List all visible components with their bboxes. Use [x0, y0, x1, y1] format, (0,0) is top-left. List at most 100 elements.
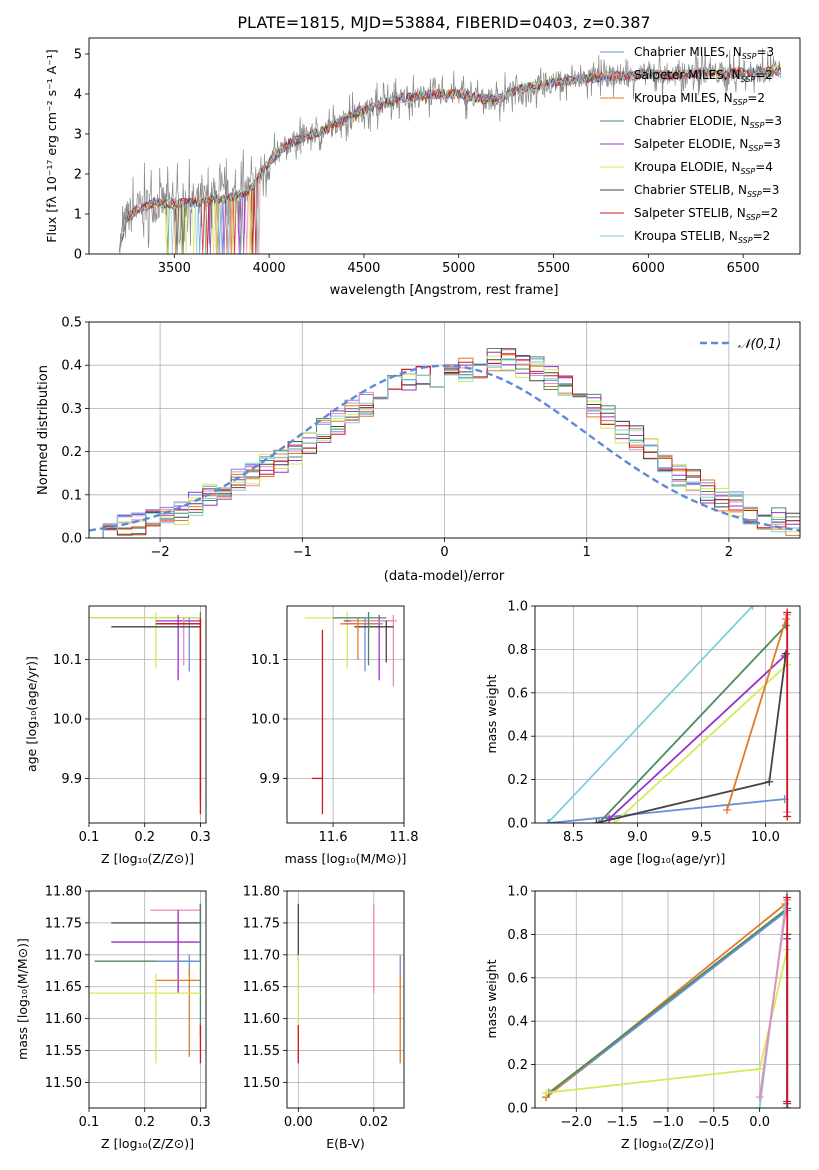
legend-entry: Kroupa MILES, NSSP=2 — [634, 91, 765, 107]
y-tick-label: 10.0 — [251, 712, 280, 727]
legend-entry: Salpeter MILES, NSSP=2 — [634, 68, 773, 84]
axes-frame — [534, 890, 801, 1109]
age-vs-mass-plot-area — [287, 606, 404, 823]
legend-model-name: Kroupa MILES, N — [634, 91, 733, 105]
spectrum-xlabel: wavelength [Angstrom, rest frame] — [330, 283, 559, 298]
legend-subscript: SSP — [750, 121, 765, 130]
legend-subscript: SSP — [746, 213, 761, 222]
massweight-vs-age-xlabel: age [log₁₀(age/yr)] — [610, 851, 726, 866]
model-spectrum-line — [118, 64, 782, 254]
x-tick-label: 5000 — [442, 261, 475, 276]
mass-weight-marker — [542, 1088, 551, 1097]
x-tick-label: 0.3 — [190, 830, 211, 845]
x-tick-label: 10.0 — [751, 830, 780, 845]
y-tick-label: 0.2 — [61, 445, 82, 460]
y-tick-label: 0.4 — [507, 730, 528, 745]
y-tick-label: 10.1 — [251, 653, 280, 668]
x-tick-label: 8.5 — [563, 830, 584, 845]
x-tick-label: 2 — [725, 545, 733, 560]
residuals-plot-area — [89, 322, 800, 538]
legend-entry: Chabrier MILES, NSSP=3 — [634, 45, 774, 61]
legend-entry: Chabrier STELIB, NSSP=3 — [634, 183, 779, 199]
age-vs-Z-group: 0.1 0.2 0.3 9.9 10.0 10.1 — [53, 605, 211, 845]
x-tick-label: 0.00 — [284, 1115, 313, 1130]
mass-weight-marker — [783, 812, 792, 821]
x-tick-label: −1.5 — [606, 1115, 638, 1130]
x-tick-label: 3500 — [158, 261, 191, 276]
residuals-ylabel: Normed distribution — [36, 365, 51, 495]
residuals-xlabel: (data-model)/error — [384, 569, 505, 584]
y-tick-label: 9.9 — [61, 772, 82, 787]
x-tick-label: −0.5 — [698, 1115, 730, 1130]
y-tick-label: 11.65 — [243, 980, 280, 995]
x-tick-label: 0.2 — [134, 830, 155, 845]
y-tick-label: 11.70 — [45, 948, 82, 963]
mass-weight-marker — [783, 608, 792, 617]
y-tick-label: 0.2 — [507, 773, 528, 788]
mass-weight-marker — [595, 819, 604, 823]
y-tick-label: 11.80 — [243, 885, 280, 900]
mass-vs-ebv-xlabel: E(B-V) — [326, 1136, 365, 1151]
legend-nssp-value: =3 — [763, 137, 781, 151]
y-tick-label: 0.6 — [507, 686, 528, 701]
massweight-vs-age-plot-area — [535, 606, 800, 823]
legend-subscript: SSP — [738, 236, 753, 245]
y-tick-label: 4 — [74, 88, 82, 103]
axes-frame — [88, 605, 207, 824]
massweight-vs-Z-ylabel: mass weight — [484, 959, 499, 1038]
mass-weight-line — [608, 655, 786, 820]
mass-weight-marker — [748, 606, 757, 610]
y-tick-label: 11.75 — [243, 916, 280, 931]
age-vs-mass-group: 11.6 11.8 9.9 10.0 10.1 — [251, 605, 418, 845]
legend-nssp-value: =3 — [762, 183, 780, 197]
mass-weight-marker — [783, 893, 792, 902]
x-tick-label: 6000 — [632, 261, 665, 276]
y-tick-label: 1 — [74, 208, 82, 223]
y-tick-label: 0 — [74, 248, 82, 263]
y-tick-label: 0.8 — [507, 643, 528, 658]
spectrum-ylabel: Flux [fλ 10⁻¹⁷ erg cm⁻² s⁻¹ A⁻¹] — [44, 49, 59, 242]
legend-nssp-value: =2 — [753, 229, 771, 243]
legend-subscript: SSP — [741, 167, 756, 176]
legend-entry: Salpeter STELIB, NSSP=2 — [634, 206, 778, 222]
y-tick-label: 9.9 — [259, 772, 280, 787]
age-vs-Z-plot-area — [89, 606, 206, 823]
x-tick-label: −2 — [151, 545, 170, 560]
legend-model-name: Chabrier MILES, N — [634, 45, 742, 59]
x-tick-label: −1 — [293, 545, 312, 560]
mass-weight-line — [758, 899, 789, 1098]
x-tick-label: 0 — [440, 545, 448, 560]
mass-weight-marker — [592, 819, 601, 823]
model-spectrum-line — [118, 65, 782, 254]
y-tick-label: 0.6 — [507, 971, 528, 986]
mass-vs-Z-group: 0.1 0.2 0.3 11.50 11.55 11.60 11.65 11.70 11.75 1… — [45, 885, 211, 1131]
mass-weight-marker — [755, 1093, 764, 1102]
mass-weight-marker — [783, 1097, 792, 1106]
legend-entry: Salpeter ELODIE, NSSP=3 — [634, 137, 781, 153]
x-tick-label: 0.02 — [359, 1115, 388, 1130]
massweight-vs-Z-group: −2.0 −1.5 −1.0 −0.5 0.0 0.0 0.2 0.4 0.6 0.8 1.0 — [507, 885, 801, 1130]
legend-model-name: Salpeter STELIB, N — [634, 206, 746, 220]
mass-vs-ebv-plot-area — [287, 891, 404, 1108]
x-tick-label: 0.1 — [79, 1115, 100, 1130]
mass-weight-marker — [755, 1104, 764, 1108]
legend-subscript: SSP — [741, 75, 756, 84]
y-tick-label: 0.0 — [507, 1102, 528, 1117]
mass-weight-marker — [610, 819, 619, 823]
y-tick-label: 0.0 — [61, 532, 82, 547]
mass-weight-line — [596, 653, 787, 823]
y-tick-label: 11.75 — [45, 916, 82, 931]
legend-subscript: SSP — [747, 190, 762, 199]
x-tick-label: 1 — [583, 545, 591, 560]
legend-model-name: Kroupa STELIB, N — [634, 229, 738, 243]
y-tick-label: 0.8 — [507, 928, 528, 943]
y-tick-label: 3 — [74, 128, 82, 143]
massweight-vs-age-ylabel: mass weight — [484, 674, 499, 753]
y-tick-label: 11.50 — [243, 1076, 280, 1091]
mass-weight-line — [598, 624, 787, 823]
y-tick-label: 11.80 — [45, 885, 82, 900]
x-tick-label: 0.1 — [79, 830, 100, 845]
legend-nssp-value: =2 — [747, 91, 765, 105]
y-tick-label: 5 — [74, 48, 82, 63]
y-tick-label: 11.60 — [243, 1012, 280, 1027]
